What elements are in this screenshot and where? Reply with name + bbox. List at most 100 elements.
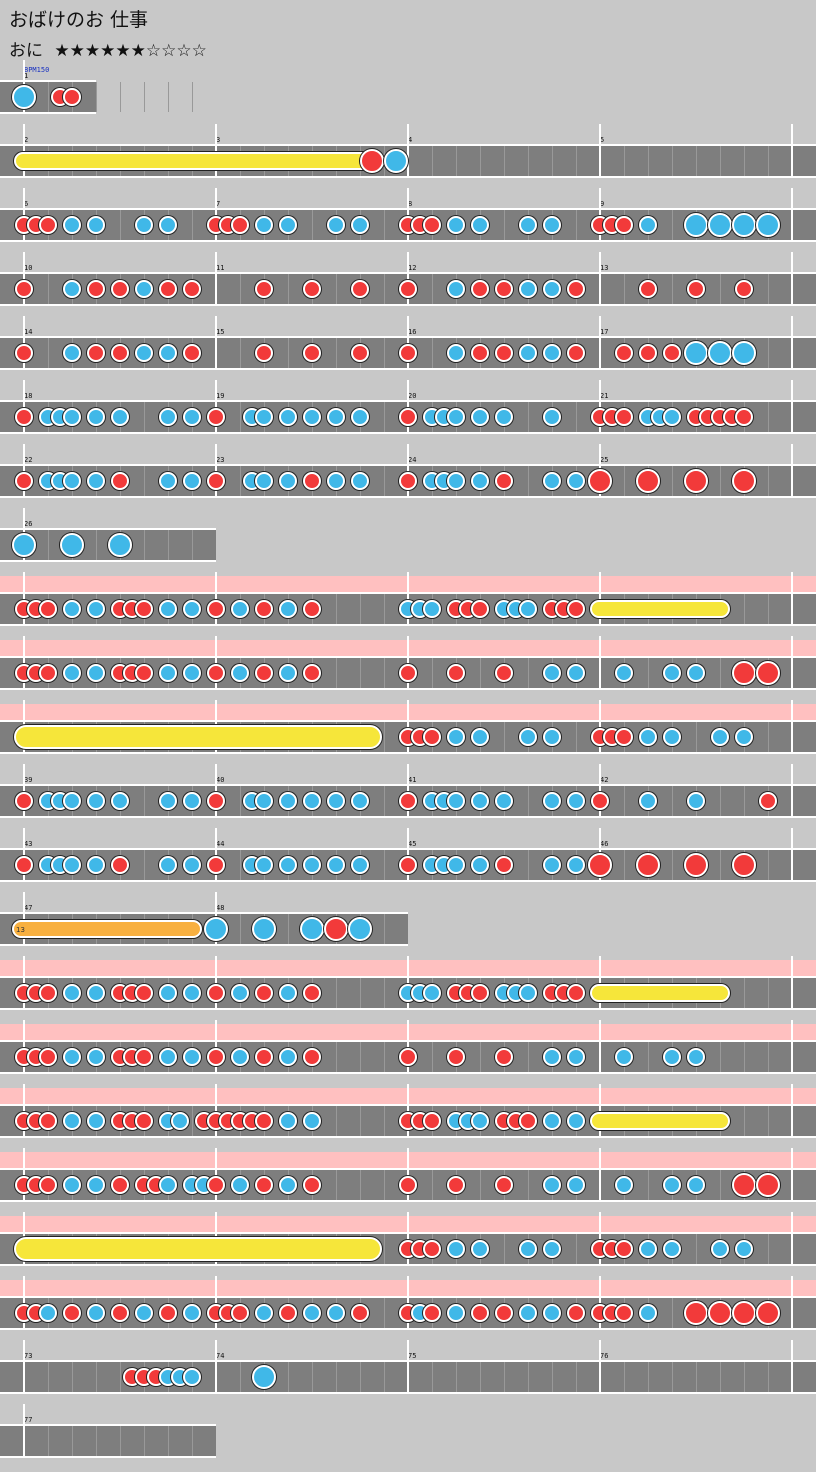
ka-note [39, 1304, 57, 1322]
chart-row [0, 380, 816, 448]
don-note [15, 856, 33, 874]
measure-bar [791, 1212, 793, 1264]
ka-note [87, 1176, 105, 1194]
ka-note [279, 1048, 297, 1066]
don-note [63, 1304, 81, 1322]
measure-bar [599, 1084, 601, 1136]
ka-note [63, 600, 81, 618]
beat-line [624, 1362, 625, 1392]
don-note [39, 664, 57, 682]
note-lane [0, 764, 816, 818]
don-note [519, 1112, 537, 1130]
measure-bar [599, 1340, 601, 1392]
measure-bar [23, 1148, 25, 1200]
ka-note [159, 600, 177, 618]
beat-line [144, 466, 145, 496]
measure-bar [407, 1276, 409, 1328]
measure-bar [215, 1084, 217, 1136]
beat-line [384, 914, 385, 944]
beat-line [336, 1362, 337, 1392]
beat-line [240, 786, 241, 816]
big-don-note [636, 853, 660, 877]
don-note [567, 344, 585, 362]
beat-line [240, 914, 241, 944]
measure-number: 44 [216, 840, 225, 848]
beat-line [528, 658, 529, 688]
measure-bar [791, 316, 793, 368]
note-lane [0, 188, 816, 242]
beat-line [240, 466, 241, 496]
beat-line [504, 146, 505, 176]
beat-line [648, 1170, 649, 1200]
measure-bar [215, 188, 217, 240]
ka-note [303, 856, 321, 874]
don-note [255, 1176, 273, 1194]
ka-note [543, 1240, 561, 1258]
ka-note [255, 856, 273, 874]
ka-note [135, 216, 153, 234]
beat-line [240, 402, 241, 432]
ka-note [303, 408, 321, 426]
measure-bar [791, 956, 793, 1008]
ka-note [111, 792, 129, 810]
ka-note [87, 1112, 105, 1130]
ka-note [447, 344, 465, 362]
beat-line [288, 914, 289, 944]
measure-bar [791, 380, 793, 432]
measure-bar [407, 252, 409, 304]
don-note [15, 792, 33, 810]
measure-bar [215, 444, 217, 496]
ka-note [231, 664, 249, 682]
ka-note [63, 664, 81, 682]
beat-line [768, 402, 769, 432]
ka-note [663, 408, 681, 426]
don-note [87, 344, 105, 362]
don-note [495, 472, 513, 490]
don-note [303, 472, 321, 490]
ka-note [159, 1048, 177, 1066]
ka-note [87, 792, 105, 810]
don-note [135, 984, 153, 1002]
ka-note [87, 408, 105, 426]
ka-note [279, 856, 297, 874]
beat-line [168, 1426, 169, 1456]
measure-bar [599, 380, 601, 432]
beat-line [720, 786, 721, 816]
beat-line [168, 530, 169, 560]
ka-note [519, 1304, 537, 1322]
beat-line [480, 658, 481, 688]
beat-line [360, 1362, 361, 1392]
beat-line [696, 1362, 697, 1392]
note-lane [0, 1020, 816, 1074]
beat-line [144, 402, 145, 432]
ka-note [519, 1240, 537, 1258]
don-note [15, 280, 33, 298]
beat-line [240, 1362, 241, 1392]
measure-bar [599, 1276, 601, 1328]
ka-note [447, 1240, 465, 1258]
measure-bar [407, 572, 409, 624]
chart-row [0, 828, 816, 896]
ka-note [447, 728, 465, 746]
difficulty-label: おに [9, 41, 43, 61]
don-note [63, 88, 81, 106]
ka-note [63, 216, 81, 234]
ka-note [615, 1048, 633, 1066]
note-lane [0, 956, 816, 1010]
measure-bar [215, 316, 217, 368]
don-note [639, 344, 657, 362]
big-ka-note [708, 213, 732, 237]
ka-note [543, 1112, 561, 1130]
measure-number: 11 [216, 264, 225, 272]
note-lane [0, 1148, 816, 1202]
beat-line [144, 786, 145, 816]
measure-bar [23, 380, 25, 432]
measure-bar [23, 572, 25, 624]
chart-row [0, 60, 216, 128]
ka-note [87, 216, 105, 234]
measure-bar [791, 444, 793, 496]
ka-note [663, 1240, 681, 1258]
measure-bar [23, 444, 25, 496]
beat-line [552, 146, 553, 176]
measure-number: 39 [24, 776, 33, 784]
